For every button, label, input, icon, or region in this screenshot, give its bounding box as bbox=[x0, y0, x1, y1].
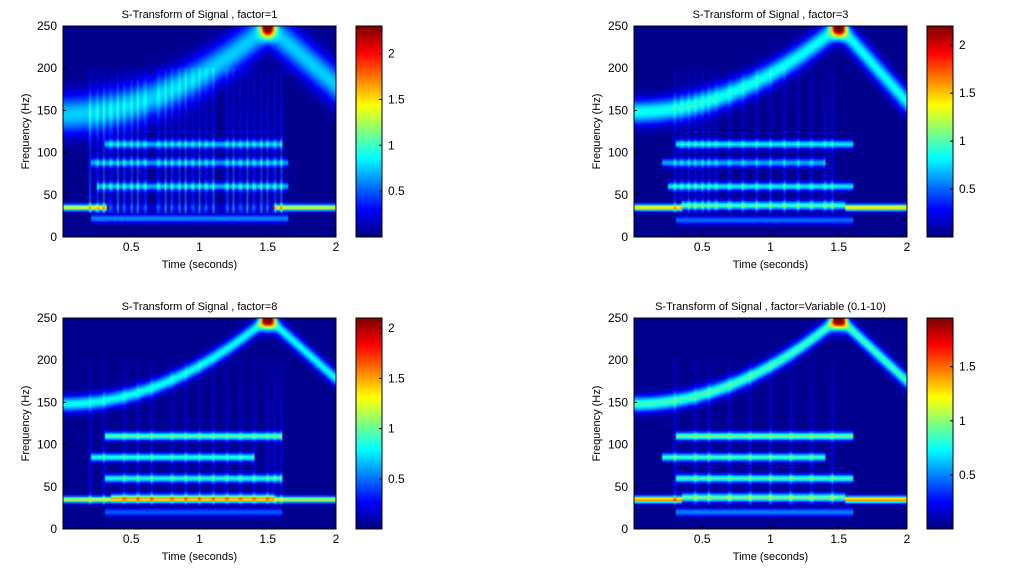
x-axis-label: Time (seconds) bbox=[733, 551, 808, 563]
x-tick-label: 1 bbox=[196, 532, 203, 546]
x-tick-label: 0.5 bbox=[123, 532, 140, 546]
chart-title: S-Transform of Signal , factor=8 bbox=[122, 301, 278, 313]
colorbar bbox=[927, 318, 953, 529]
y-tick-label: 100 bbox=[608, 438, 628, 452]
y-tick-label: 50 bbox=[44, 188, 58, 202]
y-tick-label: 150 bbox=[608, 103, 628, 117]
y-tick-label: 0 bbox=[621, 230, 628, 244]
colorbar-tick-label: 2 bbox=[959, 38, 966, 52]
y-axis-label: Frequency (Hz) bbox=[20, 386, 32, 462]
y-tick-label: 100 bbox=[37, 146, 57, 160]
y-axis-label: Frequency (Hz) bbox=[591, 94, 603, 170]
colorbar-frame bbox=[355, 25, 383, 238]
colorbar bbox=[356, 318, 382, 529]
x-tick-label: 2 bbox=[904, 240, 911, 254]
x-axis-label: Time (seconds) bbox=[162, 551, 237, 563]
y-tick-label: 0 bbox=[621, 522, 628, 536]
y-tick-label: 150 bbox=[37, 103, 57, 117]
colorbar-tick-label: 1.5 bbox=[959, 360, 976, 374]
y-tick-label: 0 bbox=[50, 522, 57, 536]
y-tick-label: 250 bbox=[37, 311, 57, 325]
colorbar bbox=[927, 26, 953, 237]
x-tick-label: 2 bbox=[333, 532, 340, 546]
colorbar-frame bbox=[926, 25, 954, 238]
chart-title: S-Transform of Signal , factor=1 bbox=[122, 9, 278, 21]
y-tick-label: 50 bbox=[44, 480, 58, 494]
x-tick-label: 2 bbox=[904, 532, 911, 546]
colorbar-tick-label: 1.5 bbox=[388, 371, 405, 385]
st-heatmap bbox=[63, 318, 336, 529]
colorbar-tick-label: 1 bbox=[388, 138, 395, 152]
y-tick-label: 200 bbox=[608, 61, 628, 75]
colorbar-tick-label: 1 bbox=[959, 134, 966, 148]
st-panel-3: S-Transform of Signal , factor=8 0.5 1 1.5 2… bbox=[20, 301, 405, 563]
colorbar-tick-label: 0.5 bbox=[959, 182, 976, 196]
colorbar-tick-label: 0.5 bbox=[388, 472, 405, 486]
x-tick-label: 1.5 bbox=[830, 532, 847, 546]
colorbar-tick-label: 1.5 bbox=[959, 86, 976, 100]
colorbar bbox=[356, 26, 382, 237]
colorbar-tick-label: 0.5 bbox=[388, 184, 405, 198]
colorbar-tick-label: 1 bbox=[388, 422, 395, 436]
x-axis-label: Time (seconds) bbox=[733, 259, 808, 271]
st-panel-1: S-Transform of Signal , factor=1 0.5 1 1.5 2… bbox=[20, 9, 405, 271]
y-axis-label: Frequency (Hz) bbox=[20, 94, 32, 170]
y-tick-label: 250 bbox=[37, 19, 57, 33]
x-tick-label: 1.5 bbox=[259, 532, 276, 546]
x-tick-label: 2 bbox=[333, 240, 340, 254]
x-tick-label: 0.5 bbox=[694, 240, 711, 254]
st-heatmap bbox=[634, 26, 907, 237]
x-tick-label: 1 bbox=[767, 240, 774, 254]
st-heatmap bbox=[63, 26, 336, 237]
x-axis-label: Time (seconds) bbox=[162, 259, 237, 271]
colorbar-tick-label: 2 bbox=[388, 47, 395, 61]
colorbar-frame bbox=[926, 317, 954, 530]
chart-title: S-Transform of Signal , factor=3 bbox=[693, 9, 849, 21]
st-heatmap bbox=[634, 318, 907, 529]
colorbar-tick-label: 0.5 bbox=[959, 468, 976, 482]
chart-title: S-Transform of Signal , factor=Variable … bbox=[655, 301, 886, 313]
colorbar-tick-label: 2 bbox=[388, 321, 395, 335]
x-tick-label: 0.5 bbox=[694, 532, 711, 546]
y-tick-label: 50 bbox=[615, 480, 629, 494]
x-tick-label: 1 bbox=[196, 240, 203, 254]
y-tick-label: 200 bbox=[608, 353, 628, 367]
y-tick-label: 250 bbox=[608, 19, 628, 33]
y-tick-label: 150 bbox=[37, 395, 57, 409]
y-tick-label: 250 bbox=[608, 311, 628, 325]
colorbar-tick-label: 1.5 bbox=[388, 92, 405, 106]
y-tick-label: 200 bbox=[37, 353, 57, 367]
x-tick-label: 1 bbox=[767, 532, 774, 546]
y-tick-label: 100 bbox=[37, 438, 57, 452]
y-axis-label: Frequency (Hz) bbox=[591, 386, 603, 462]
st-panel-2: S-Transform of Signal , factor=3 0.5 1 1.5 2… bbox=[591, 9, 976, 271]
st-panel-4: S-Transform of Signal , factor=Variable … bbox=[591, 301, 976, 563]
x-tick-label: 0.5 bbox=[123, 240, 140, 254]
y-tick-label: 150 bbox=[608, 395, 628, 409]
colorbar-frame bbox=[355, 317, 383, 530]
y-tick-label: 50 bbox=[615, 188, 629, 202]
x-tick-label: 1.5 bbox=[259, 240, 276, 254]
x-tick-label: 1.5 bbox=[830, 240, 847, 254]
y-tick-label: 0 bbox=[50, 230, 57, 244]
y-tick-label: 100 bbox=[608, 146, 628, 160]
colorbar-tick-label: 1 bbox=[959, 414, 966, 428]
y-tick-label: 200 bbox=[37, 61, 57, 75]
